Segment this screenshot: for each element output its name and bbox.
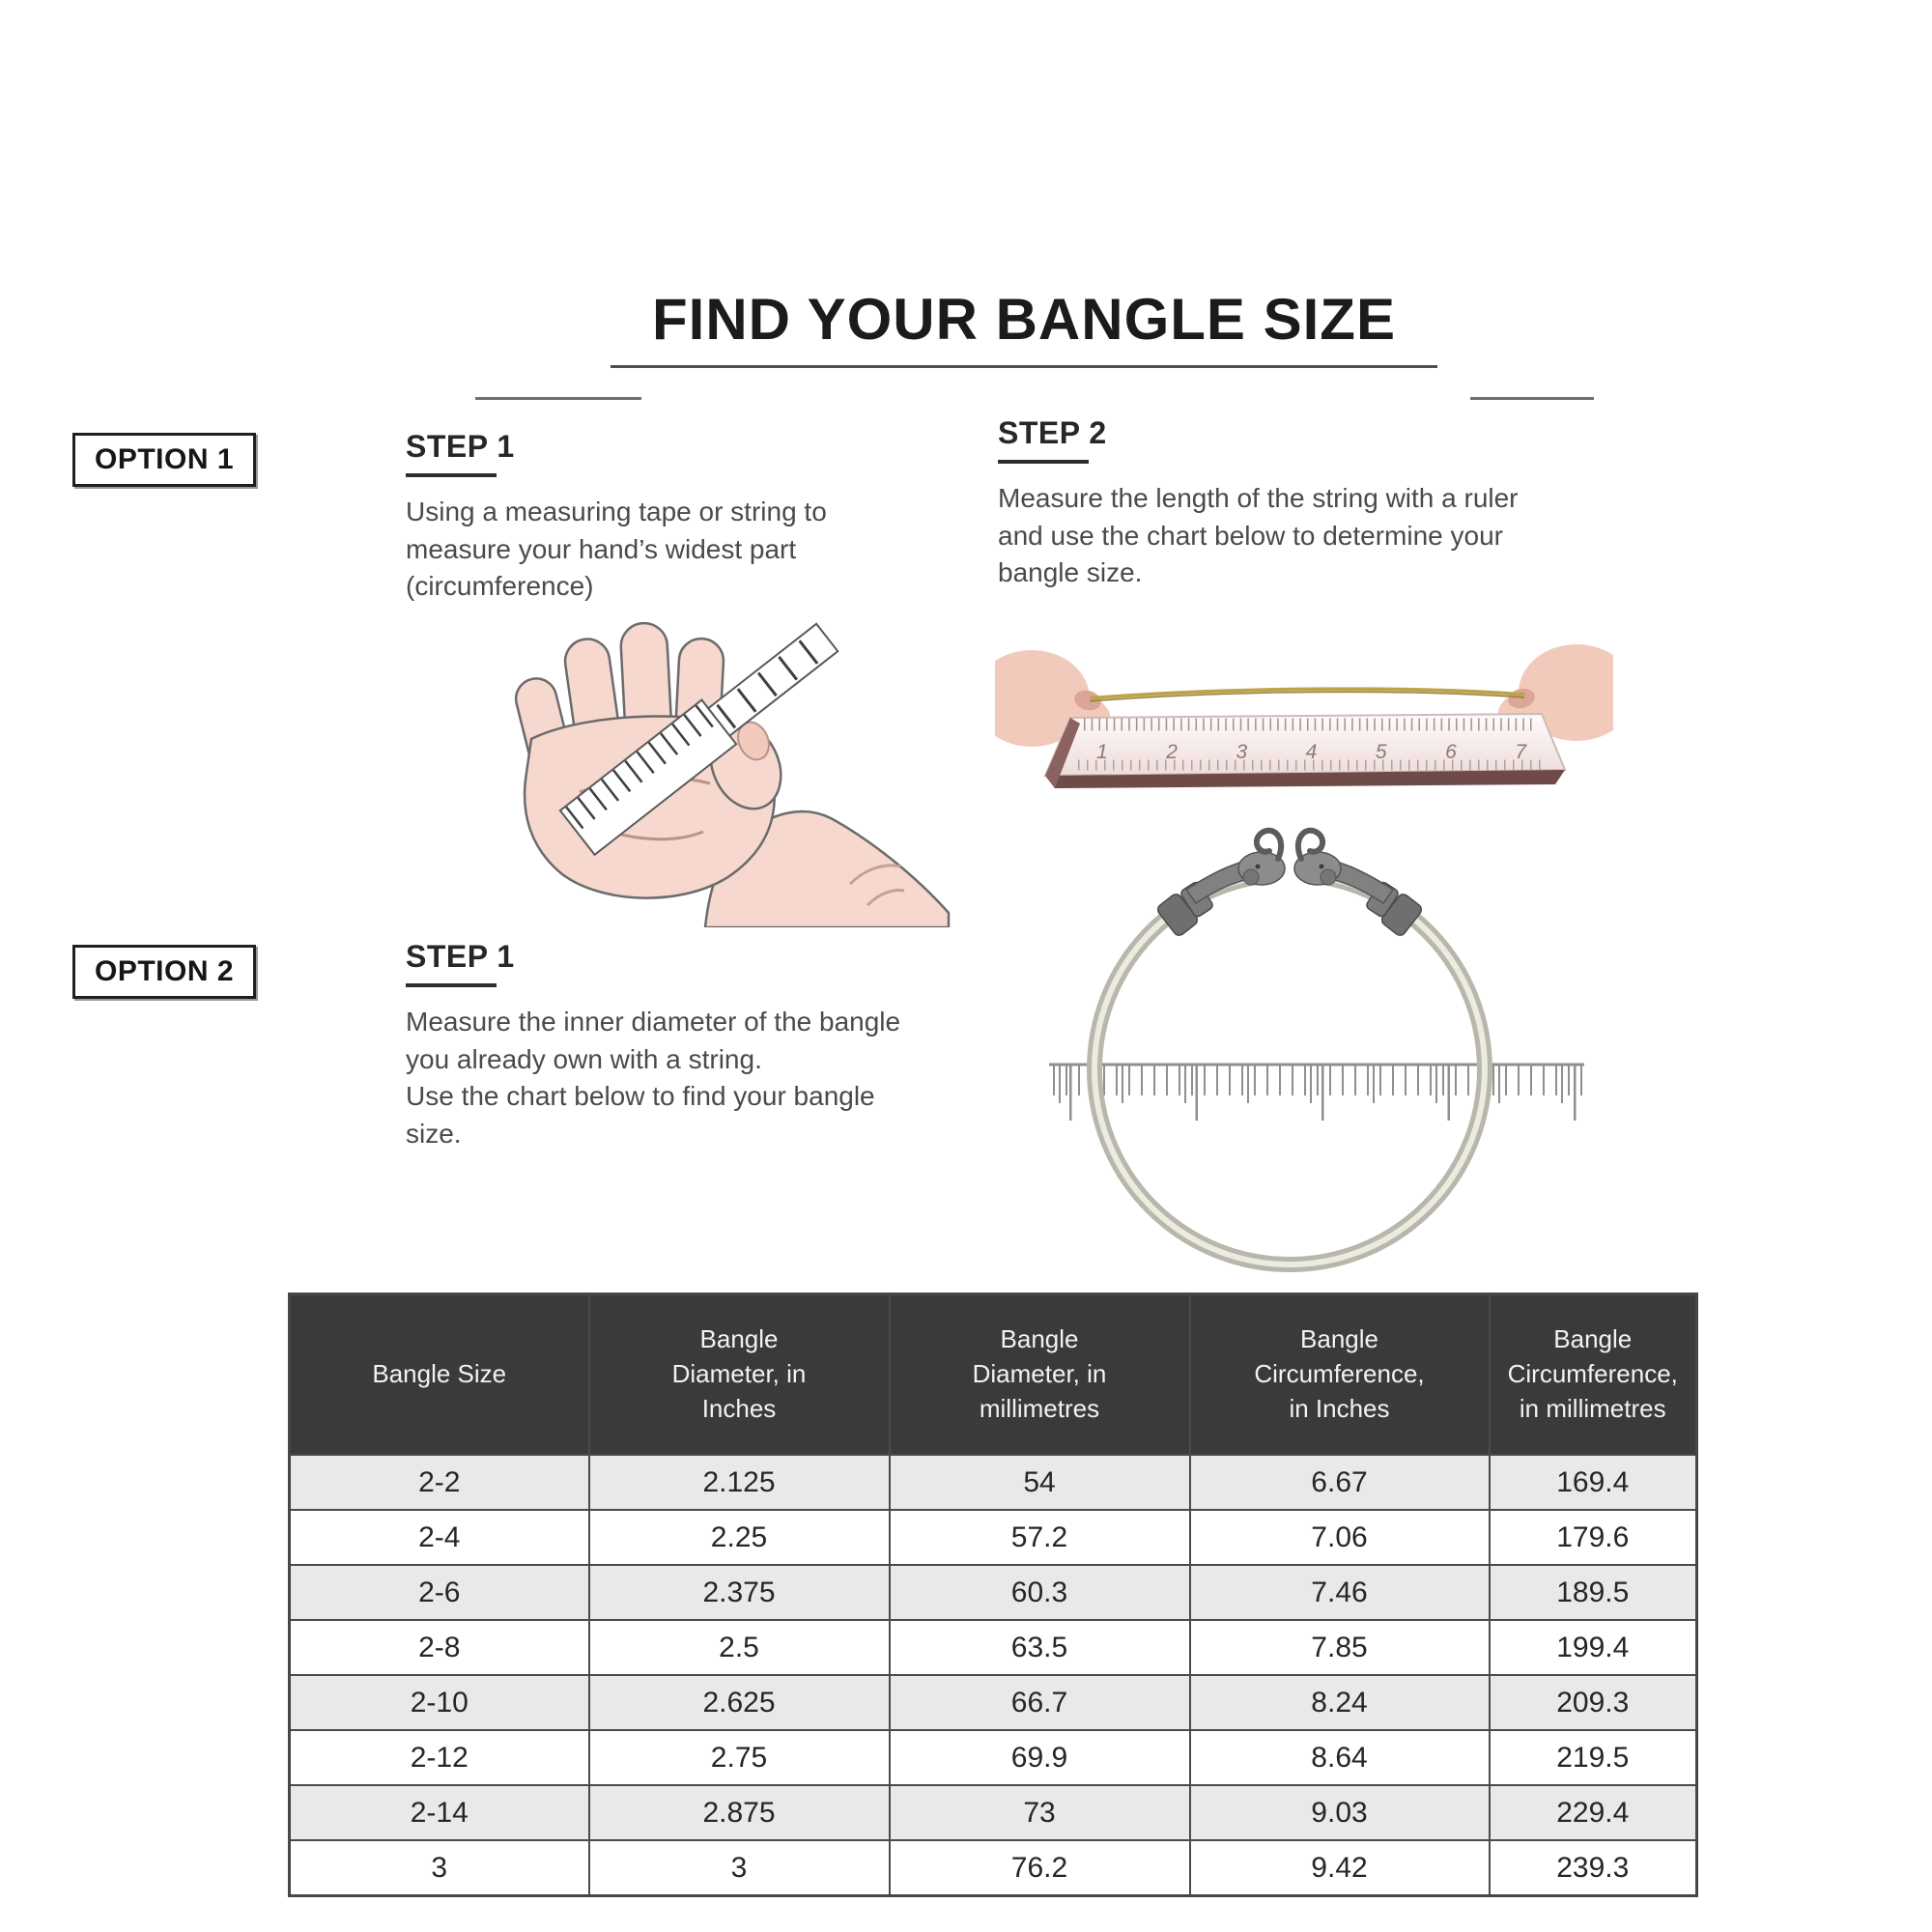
size-table-header-cell: Bangle Diameter, in Inches <box>587 1293 891 1456</box>
cell-diameter-mm: 69.9 <box>888 1729 1191 1786</box>
cell-circumference-mm: 219.5 <box>1488 1729 1698 1786</box>
cell-diameter-mm: 63.5 <box>888 1619 1191 1676</box>
table-row: 2-6 2.375 60.3 7.46 189.5 <box>288 1564 1698 1621</box>
option1-step1-body: Using a measuring tape or string to meas… <box>406 497 827 602</box>
table-row: 2-2 2.125 54 6.67 169.4 <box>288 1454 1698 1511</box>
string-ruler-svg <box>974 644 1634 788</box>
table-row: 2-4 2.25 57.2 7.06 179.6 <box>288 1509 1698 1566</box>
cell-bangle-size: 2-2 <box>288 1454 590 1511</box>
option1-step2: STEP 2 Measure the length of the string … <box>998 415 1606 592</box>
cell-bangle-size: 2-14 <box>288 1784 590 1841</box>
option2-step1-body: Measure the inner diameter of the bangle… <box>406 1007 901 1149</box>
option1-step1-underline <box>406 473 497 477</box>
size-table-header-cell: Bangle Size <box>288 1293 590 1456</box>
cell-circumference-inches: 7.46 <box>1188 1564 1491 1621</box>
cell-circumference-inches: 8.24 <box>1188 1674 1491 1731</box>
option2-step1: STEP 1 Measure the inner diameter of the… <box>406 939 1014 1153</box>
size-table-header-cell: Bangle Circumference, in millimetres <box>1488 1293 1698 1456</box>
cell-circumference-mm: 229.4 <box>1488 1784 1698 1841</box>
option2-box: OPTION 2 <box>72 945 256 999</box>
size-table-header-cell: Bangle Diameter, in millimetres <box>888 1293 1191 1456</box>
cell-circumference-mm: 209.3 <box>1488 1674 1698 1731</box>
bangle-svg <box>1049 827 1584 1272</box>
option1-step2-heading: STEP 2 <box>998 415 1107 450</box>
option1-step1: STEP 1 Using a measuring tape or string … <box>406 429 947 606</box>
option1-step2-body: Measure the length of the string with a … <box>998 483 1519 588</box>
cell-diameter-inches: 3 <box>587 1839 891 1897</box>
cell-bangle-size: 3 <box>288 1839 590 1897</box>
cell-diameter-mm: 60.3 <box>888 1564 1191 1621</box>
cell-circumference-inches: 6.67 <box>1188 1454 1491 1511</box>
cell-circumference-mm: 189.5 <box>1488 1564 1698 1621</box>
bangle-ornament-right <box>1293 827 1423 936</box>
cell-circumference-inches: 8.64 <box>1188 1729 1491 1786</box>
option1-step2-underline <box>998 460 1089 464</box>
cell-circumference-inches: 9.42 <box>1188 1839 1491 1897</box>
table-row: 2-12 2.75 69.9 8.64 219.5 <box>288 1729 1698 1786</box>
size-table-header-row: Bangle Size Bangle Diameter, in Inches Ban… <box>288 1293 1698 1456</box>
cell-diameter-inches: 2.25 <box>587 1509 891 1566</box>
cell-diameter-mm: 76.2 <box>888 1839 1191 1897</box>
decorative-line-left <box>475 397 641 400</box>
bangle-ornament-left <box>1156 827 1286 936</box>
title-underline <box>611 365 1437 368</box>
cell-diameter-mm: 54 <box>888 1454 1191 1511</box>
cell-circumference-inches: 9.03 <box>1188 1784 1491 1841</box>
cell-bangle-size: 2-4 <box>288 1509 590 1566</box>
bangle-over-ruler-image <box>1014 807 1594 1275</box>
bangle-size-table: Bangle Size Bangle Diameter, in Inches Ban… <box>288 1293 1698 1897</box>
option1-box: OPTION 1 <box>72 433 256 487</box>
option2-label: OPTION 2 <box>94 955 235 987</box>
table-row: 2-8 2.5 63.5 7.85 199.4 <box>288 1619 1698 1676</box>
cell-circumference-mm: 179.6 <box>1488 1509 1698 1566</box>
cell-circumference-mm: 169.4 <box>1488 1454 1698 1511</box>
cell-bangle-size: 2-8 <box>288 1619 590 1676</box>
cell-diameter-mm: 73 <box>888 1784 1191 1841</box>
page-title: FIND YOUR BANGLE SIZE <box>652 287 1396 352</box>
option1-step1-heading: STEP 1 <box>406 429 515 464</box>
cell-bangle-size: 2-12 <box>288 1729 590 1786</box>
cell-circumference-inches: 7.06 <box>1188 1509 1491 1566</box>
hand-illustration-svg <box>514 621 951 929</box>
size-table-header-cell: Bangle Circumference, in Inches <box>1188 1293 1491 1456</box>
hand-measuring-tape-illustration <box>435 594 980 929</box>
cell-diameter-inches: 2.5 <box>587 1619 891 1676</box>
decorative-line-right <box>1470 397 1594 400</box>
option1-label: OPTION 1 <box>94 443 235 475</box>
cell-bangle-size: 2-10 <box>288 1674 590 1731</box>
cell-diameter-inches: 2.75 <box>587 1729 891 1786</box>
cell-diameter-inches: 2.625 <box>587 1674 891 1731</box>
cell-diameter-inches: 2.375 <box>587 1564 891 1621</box>
cell-diameter-mm: 57.2 <box>888 1509 1191 1566</box>
cell-diameter-inches: 2.875 <box>587 1784 891 1841</box>
cell-diameter-mm: 66.7 <box>888 1674 1191 1731</box>
table-row: 3 3 76.2 9.42 239.3 <box>288 1839 1698 1897</box>
cell-circumference-inches: 7.85 <box>1188 1619 1491 1676</box>
cell-diameter-inches: 2.125 <box>587 1454 891 1511</box>
cell-circumference-mm: 239.3 <box>1488 1839 1698 1897</box>
table-row: 2-14 2.875 73 9.03 229.4 <box>288 1784 1698 1841</box>
option2-step1-underline <box>406 983 497 987</box>
size-table-head: Bangle Size Bangle Diameter, in Inches Ban… <box>288 1293 1698 1456</box>
table-row: 2-10 2.625 66.7 8.24 209.3 <box>288 1674 1698 1731</box>
cell-bangle-size: 2-6 <box>288 1564 590 1621</box>
size-table-body: 2-2 2.125 54 6.67 169.4 2-4 2.25 57.2 7.… <box>288 1454 1698 1897</box>
cell-circumference-mm: 199.4 <box>1488 1619 1698 1676</box>
option2-step1-heading: STEP 1 <box>406 939 515 974</box>
